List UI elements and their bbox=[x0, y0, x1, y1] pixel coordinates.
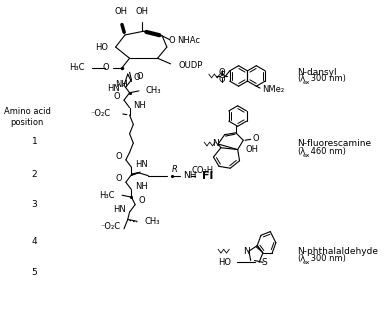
Text: 3: 3 bbox=[32, 200, 37, 209]
Text: 300 nm): 300 nm) bbox=[308, 74, 345, 83]
Text: CH₃: CH₃ bbox=[145, 86, 161, 95]
Text: ex: ex bbox=[303, 153, 310, 158]
Text: ex: ex bbox=[303, 260, 310, 265]
Text: N: N bbox=[243, 247, 249, 256]
Text: HO: HO bbox=[95, 43, 108, 52]
Text: NMe₂: NMe₂ bbox=[262, 85, 284, 94]
Text: O: O bbox=[218, 75, 225, 84]
Text: O: O bbox=[102, 63, 109, 72]
Text: O: O bbox=[252, 134, 259, 143]
Text: 5: 5 bbox=[32, 268, 37, 277]
Text: O: O bbox=[116, 152, 122, 161]
Text: HN: HN bbox=[107, 84, 120, 93]
Text: H₃C: H₃C bbox=[69, 63, 85, 72]
Text: 2: 2 bbox=[32, 170, 37, 179]
Text: 460 nm): 460 nm) bbox=[308, 147, 345, 156]
Text: OH: OH bbox=[115, 7, 128, 16]
Text: NH: NH bbox=[135, 182, 148, 191]
Text: N-dansyl: N-dansyl bbox=[297, 68, 337, 77]
Text: OH: OH bbox=[135, 7, 148, 16]
Text: CO₂H: CO₂H bbox=[191, 166, 214, 174]
Text: OUDP: OUDP bbox=[178, 61, 202, 70]
Text: OH: OH bbox=[245, 145, 258, 154]
Text: ex: ex bbox=[303, 80, 310, 85]
Text: O: O bbox=[139, 196, 145, 205]
Text: ⁻O₂C: ⁻O₂C bbox=[91, 109, 111, 118]
Text: S: S bbox=[261, 258, 267, 267]
Text: N-fluorescamine: N-fluorescamine bbox=[297, 139, 372, 149]
Text: ⁻O₂C: ⁻O₂C bbox=[100, 222, 120, 231]
Text: (λ: (λ bbox=[297, 254, 306, 263]
Text: O: O bbox=[133, 73, 140, 82]
Text: CH₃: CH₃ bbox=[145, 217, 160, 226]
Text: NH: NH bbox=[115, 80, 128, 89]
Text: Amino acid
position: Amino acid position bbox=[4, 107, 51, 127]
Text: O: O bbox=[136, 72, 143, 81]
Polygon shape bbox=[131, 172, 141, 176]
Text: H₃C: H₃C bbox=[99, 191, 115, 200]
Text: HN: HN bbox=[113, 205, 126, 214]
Text: 300 nm): 300 nm) bbox=[308, 254, 345, 263]
Text: NH: NH bbox=[183, 171, 196, 180]
Text: 1: 1 bbox=[32, 137, 37, 146]
Text: N: N bbox=[212, 139, 219, 149]
Text: NHAc: NHAc bbox=[177, 36, 200, 45]
Text: R: R bbox=[171, 165, 177, 174]
Text: S: S bbox=[219, 71, 225, 80]
Text: Fl: Fl bbox=[202, 171, 214, 181]
Text: O: O bbox=[116, 174, 122, 183]
Text: (λ: (λ bbox=[297, 147, 306, 156]
Text: (λ: (λ bbox=[297, 74, 306, 83]
Text: NH: NH bbox=[133, 101, 146, 110]
Text: HO: HO bbox=[218, 258, 231, 267]
Text: N-phthalaldehyde: N-phthalaldehyde bbox=[297, 247, 378, 256]
Text: 4: 4 bbox=[32, 237, 37, 246]
Text: O: O bbox=[218, 68, 225, 77]
Text: HN: HN bbox=[135, 160, 148, 169]
Text: O: O bbox=[114, 92, 120, 101]
Text: O: O bbox=[169, 36, 175, 45]
